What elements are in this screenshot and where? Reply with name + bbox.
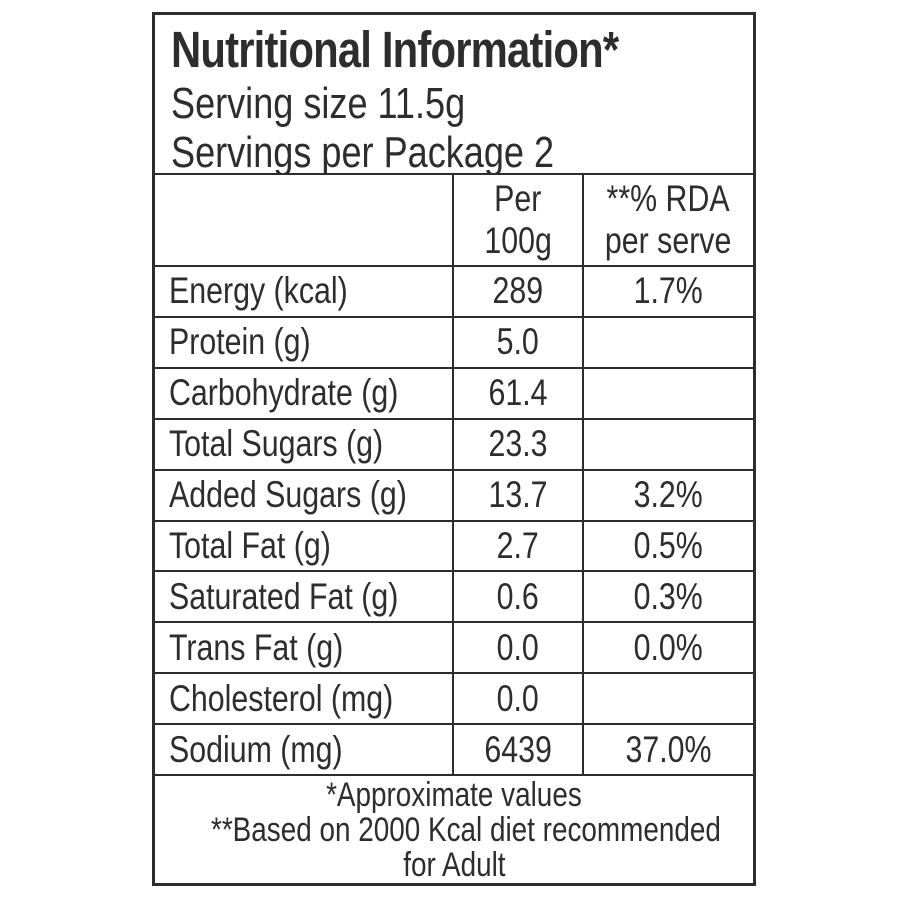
servings-per-package: Servings per Package 2	[171, 128, 753, 175]
footnote-rda-basis-line2: for Adult	[402, 846, 506, 884]
rda-cell: 1.7%	[581, 267, 753, 316]
header-per-100g-line2: 100g	[484, 220, 552, 261]
rda-cell: 37.0%	[581, 725, 753, 775]
per-100g-cell: 0.0	[451, 674, 582, 724]
table-row-total-sugars: Total Sugars (g) 23.3	[155, 419, 753, 471]
nutrition-table: Per 100g **% RDA per serve Energy (kcal)…	[155, 175, 753, 777]
nutrient-cell: Protein (g)	[169, 321, 311, 363]
per-100g-cell: 2.7	[451, 521, 582, 571]
table-row-trans-fat: Trans Fat (g) 0.0 0.0%	[155, 623, 753, 675]
per-100g-cell: 61.4	[451, 368, 582, 418]
table-row-carbohydrate: Carbohydrate (g) 61.4	[155, 368, 753, 420]
table-row-energy: Energy (kcal) 289 1.7%	[155, 267, 753, 318]
nutrient-cell: Added Sugars (g)	[169, 474, 407, 516]
header-rda-line1: **% RDA	[606, 178, 731, 219]
per-100g-cell: 0.6	[451, 572, 582, 622]
footnote-approximate: *Approximate values	[326, 776, 582, 814]
servings-per-package-text: Servings per Package 2	[171, 128, 555, 175]
rda-cell: 0.3%	[581, 572, 753, 622]
label-title: Nutritional Information*	[171, 21, 753, 79]
rda-cell	[581, 317, 753, 367]
per-100g-cell: 23.3	[451, 419, 582, 469]
header-per-100g-cell: Per 100g	[451, 175, 582, 265]
header-rda-cell: **% RDA per serve	[581, 175, 753, 265]
title-block: Nutritional Information* Serving size 11…	[155, 15, 753, 175]
rda-cell: 3.2%	[581, 470, 753, 520]
nutrient-cell: Carbohydrate (g)	[169, 372, 399, 414]
nutrition-facts-panel: Nutritional Information* Serving size 11…	[152, 12, 756, 886]
footnote-rda-basis-line1: **Based on 2000 Kcal diet recommended	[210, 811, 721, 849]
header-per-100g-line1: Per	[494, 178, 542, 219]
table-row-saturated-fat: Saturated Fat (g) 0.6 0.3%	[155, 572, 753, 624]
per-100g-cell: 289	[451, 267, 582, 316]
nutrient-cell: Sodium (mg)	[169, 728, 343, 770]
per-100g-cell: 6439	[451, 725, 582, 775]
table-header-row: Per 100g **% RDA per serve	[155, 175, 753, 267]
serving-size: Serving size 11.5g	[171, 79, 753, 128]
table-row-total-fat: Total Fat (g) 2.7 0.5%	[155, 521, 753, 573]
rda-cell: 0.0%	[581, 623, 753, 673]
table-row-protein: Protein (g) 5.0	[155, 317, 753, 369]
nutrient-cell: Energy (kcal)	[169, 270, 348, 312]
table-row-sodium: Sodium (mg) 6439 37.0%	[155, 725, 753, 777]
table-row-cholesterol: Cholesterol (mg) 0.0	[155, 674, 753, 726]
per-100g-cell: 13.7	[451, 470, 582, 520]
nutrient-cell: Cholesterol (mg)	[169, 677, 394, 719]
nutrient-cell: Total Fat (g)	[169, 524, 331, 566]
per-100g-cell: 0.0	[451, 623, 582, 673]
table-row-added-sugars: Added Sugars (g) 13.7 3.2%	[155, 470, 753, 522]
rda-cell	[581, 419, 753, 469]
rda-cell	[581, 674, 753, 724]
rda-cell: 0.5%	[581, 521, 753, 571]
serving-size-text: Serving size 11.5g	[171, 79, 466, 128]
nutrient-cell: Trans Fat (g)	[169, 626, 344, 668]
footnotes: *Approximate values **Based on 2000 Kcal…	[155, 776, 753, 883]
label-title-text: Nutritional Information*	[171, 21, 619, 78]
rda-cell	[581, 368, 753, 418]
header-nutrient-cell	[155, 175, 452, 265]
nutrient-cell: Total Sugars (g)	[169, 423, 384, 465]
nutrient-cell: Saturated Fat (g)	[169, 575, 399, 617]
per-100g-cell: 5.0	[451, 317, 582, 367]
header-rda-line2: per serve	[605, 220, 732, 261]
